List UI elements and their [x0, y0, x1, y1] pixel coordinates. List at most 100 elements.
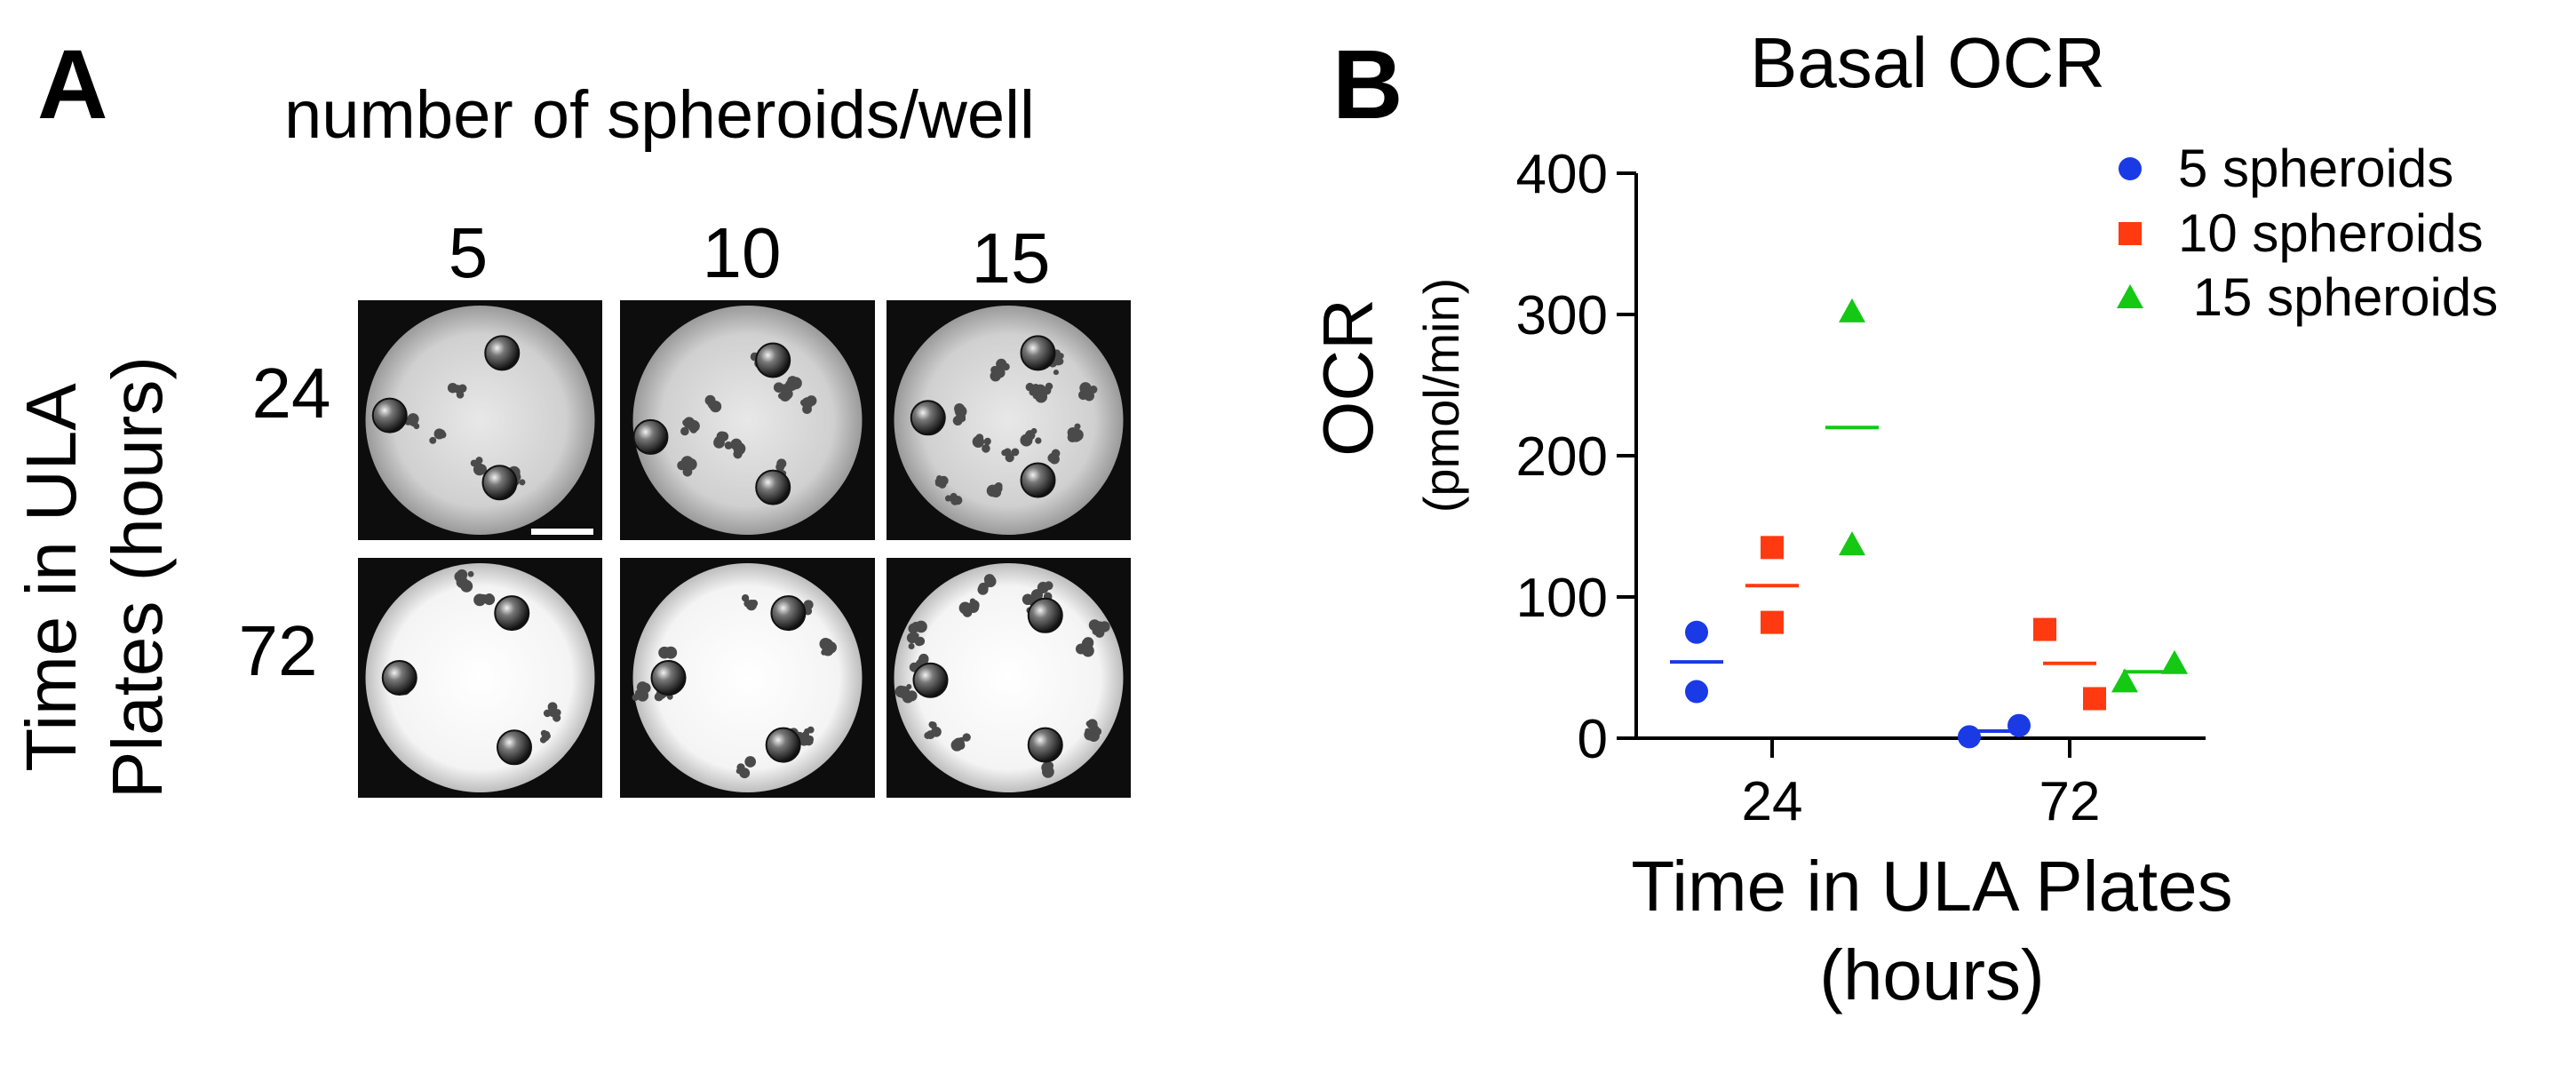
row-axis-label-line-2: Plates (hours) — [98, 356, 177, 799]
scale-bar — [531, 529, 593, 535]
x-ticks: 24 72 — [1742, 738, 2101, 832]
spheroid-cluster — [1020, 427, 1042, 447]
row-label-24: 24 — [252, 354, 331, 433]
spheroid-cluster — [977, 574, 997, 595]
spheroid-cluster — [990, 358, 1010, 382]
data-point — [1761, 536, 1784, 560]
spheroid-cluster — [950, 733, 971, 752]
spheroid-cluster — [713, 431, 733, 449]
spheroid-cluster — [447, 382, 467, 399]
legend-label: 10 spheroids — [2178, 203, 2484, 263]
spheroid-cluster — [680, 417, 700, 436]
spheroid-cluster — [454, 569, 474, 593]
well-image-1-2 — [886, 558, 1131, 798]
data-point — [1839, 298, 1865, 322]
spheroid-cluster — [1078, 382, 1098, 402]
bead — [1020, 335, 1056, 371]
spheroid-cluster — [986, 481, 1003, 498]
spheroid-cluster — [543, 702, 561, 722]
panel-a: A number of spheroids/well 5 10 15 24 72… — [12, 30, 1131, 799]
x-tick-label: 24 — [1742, 771, 1803, 832]
x-tick-label: 72 — [2039, 771, 2101, 832]
microscopy-grid — [358, 300, 1131, 798]
chart-title: Basal OCR — [1750, 23, 2105, 102]
bead — [910, 400, 946, 436]
legend-item: 15 spheroids — [2117, 267, 2498, 327]
spheroid-cluster — [1088, 619, 1110, 638]
bead — [494, 595, 530, 632]
spheroid-cluster — [972, 434, 991, 453]
panel-b: B Basal OCR OCR (pmol/min) 0 100 200 300 400… — [1308, 23, 2498, 1014]
y-tick-label: 400 — [1516, 144, 1608, 205]
spheroid-cluster — [1047, 449, 1061, 465]
panel-a-label: A — [37, 30, 107, 139]
spheroid-cluster — [1041, 761, 1054, 778]
plot-area — [1670, 298, 2188, 749]
bead — [1020, 462, 1056, 498]
data-point — [1958, 725, 1981, 749]
spheroid-cluster — [704, 394, 722, 413]
data-point — [1685, 680, 1708, 704]
y-tick-label: 200 — [1516, 426, 1608, 488]
spheroid-cluster — [775, 458, 787, 477]
panel-b-label: B — [1332, 30, 1403, 139]
spheroid-cluster — [470, 457, 488, 476]
bead — [912, 662, 949, 698]
spheroid-cluster — [894, 684, 918, 704]
data-point — [1839, 531, 1865, 556]
x-axis-label-line-2: (hours) — [1819, 935, 2044, 1014]
spheroid-cluster — [934, 475, 949, 489]
spheroid-cluster — [801, 726, 815, 746]
data-point — [2111, 668, 2138, 693]
row-label-72: 72 — [239, 611, 318, 690]
spheroid-cluster — [800, 395, 817, 414]
bead — [497, 729, 532, 766]
well-image-0-2 — [886, 300, 1131, 540]
legend-item: 5 spheroids — [2119, 139, 2453, 198]
spheroid-cluster — [952, 402, 967, 426]
series-0 — [1670, 620, 2031, 749]
legend-marker — [2119, 157, 2142, 180]
bead — [755, 469, 791, 505]
well-image-1-0 — [358, 558, 602, 798]
spheroid-cluster — [730, 438, 746, 459]
bead — [770, 595, 807, 632]
data-point — [2083, 687, 2106, 711]
spheroid-cluster — [1075, 637, 1094, 657]
legend-marker — [2119, 222, 2142, 245]
series-1 — [1745, 536, 2106, 711]
spheroid-cluster — [1085, 725, 1102, 742]
spheroid-cluster — [944, 492, 963, 505]
bead — [1027, 597, 1063, 633]
bead — [755, 342, 791, 378]
data-point — [2161, 649, 2188, 674]
column-label-5: 5 — [449, 213, 489, 292]
series-2 — [1825, 298, 2188, 693]
bead — [484, 335, 521, 371]
spheroid-cluster — [677, 456, 697, 477]
legend-label: 5 spheroids — [2178, 139, 2453, 198]
legend-label: 15 spheroids — [2178, 267, 2498, 327]
legend-marker — [2117, 284, 2143, 308]
spheroid-cluster — [906, 632, 926, 650]
spheroid-cluster — [539, 729, 551, 744]
y-ticks: 0 100 200 300 400 — [1516, 144, 1636, 770]
spheroid-cluster — [819, 637, 838, 656]
spheroid-cluster — [632, 681, 651, 702]
data-point — [1761, 610, 1784, 634]
bead — [632, 418, 669, 455]
data-point — [1685, 620, 1708, 644]
column-label-15: 15 — [972, 219, 1051, 298]
spheroid-cluster — [924, 720, 942, 740]
y-axis-sublabel: (pmol/min) — [1413, 278, 1469, 513]
legend-item: 10 spheroids — [2119, 203, 2484, 263]
y-tick-label: 100 — [1516, 568, 1608, 629]
spheroid-cluster — [1001, 448, 1020, 463]
data-point — [2033, 617, 2056, 641]
bead — [371, 397, 408, 434]
well-image-0-1 — [620, 300, 875, 540]
spheroid-cluster — [658, 646, 678, 659]
bead — [650, 660, 687, 696]
spheroid-cluster — [1034, 382, 1053, 403]
